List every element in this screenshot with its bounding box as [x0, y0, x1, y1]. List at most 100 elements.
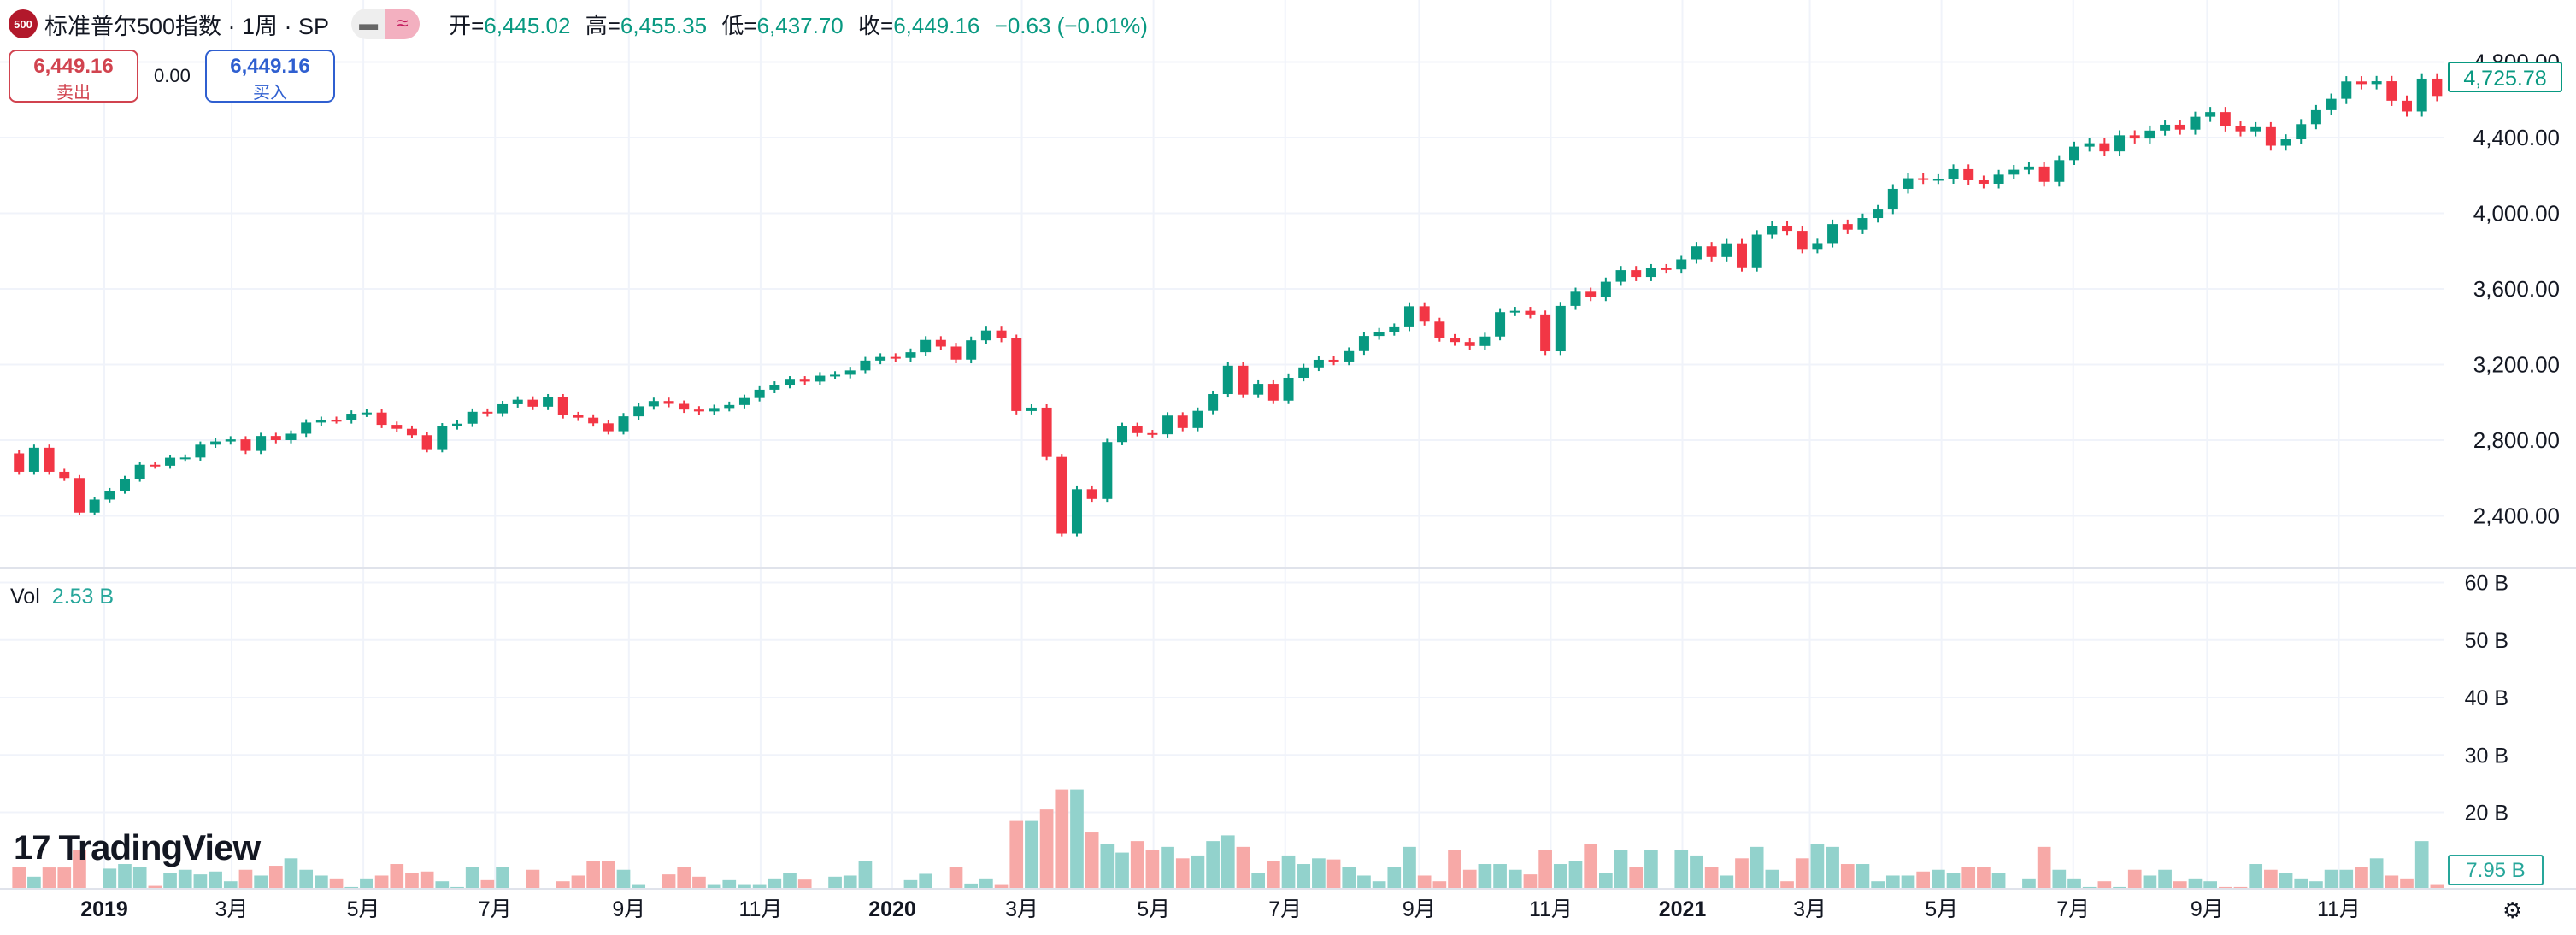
time-tick-label: 11月 [2317, 897, 2361, 921]
ohlc-values: 开=6,445.02 高=6,455.35 低=6,437.70 收=6,449… [449, 9, 1156, 40]
volume-bar [2188, 878, 2203, 889]
candle [1932, 173, 1944, 185]
candle [2023, 162, 2034, 175]
symbol-title[interactable]: 标准普尔500指数 · 1周 · SP [44, 13, 330, 39]
candle-body [2310, 109, 2321, 125]
candle [709, 404, 720, 415]
candle-body [2250, 126, 2261, 132]
candle [1253, 379, 1264, 398]
volume-bar [738, 884, 751, 889]
candle-body [150, 464, 161, 467]
candle-body [966, 340, 977, 360]
tradingview-logo[interactable]: 17 TradingView [14, 827, 261, 868]
sell-button[interactable]: 6,449.16 卖出 [9, 50, 138, 103]
sell-label: 卖出 [56, 84, 91, 103]
candle [270, 432, 281, 444]
candle [2280, 134, 2291, 151]
volume-axis[interactable]: 60 B 50 B 40 B 30 B 20 B [2465, 572, 2508, 826]
volume-bar [1372, 881, 1386, 889]
time-tick-label: 3月 [1005, 897, 1038, 921]
candle-body [1373, 332, 1385, 337]
candle-body [618, 416, 629, 432]
candle [2099, 138, 2110, 156]
time-tick-label: 3月 [1793, 897, 1826, 921]
volume-bar [616, 869, 631, 889]
candle [1056, 454, 1067, 537]
candle-body [1857, 218, 1868, 230]
candle [1177, 412, 1188, 432]
volume-bar [964, 883, 979, 889]
candle [2386, 75, 2397, 106]
candle [2402, 95, 2413, 117]
buy-button[interactable]: 6,449.16 买入 [205, 50, 335, 103]
candle-body [452, 423, 463, 426]
volume-bar [2082, 886, 2097, 889]
candle [950, 343, 962, 364]
sell-price: 6,449.16 [33, 55, 114, 78]
volume-bar [903, 879, 918, 889]
candle-body [648, 401, 659, 407]
time-tick-label: 3月 [215, 897, 249, 921]
candle-body [1963, 168, 1974, 181]
candle-body [2416, 78, 2427, 112]
price-axis[interactable]: 4,800.004,400.004,000.003,600.003,200.00… [2473, 50, 2560, 529]
volume-bar [2279, 873, 2293, 889]
display-toggle[interactable]: ▬ ≈ [351, 9, 421, 39]
candle [1918, 173, 1929, 185]
volume-bar [1644, 850, 1658, 889]
candle-body [1691, 246, 1702, 260]
candle [179, 454, 191, 462]
volume-bar [1493, 864, 1507, 889]
candle [769, 381, 780, 393]
candle [1812, 238, 1823, 254]
candle-body [1208, 394, 1219, 411]
volume-bar [994, 884, 1009, 889]
candle [1041, 403, 1052, 461]
candle-body [890, 356, 901, 359]
candle [2190, 111, 2201, 135]
candle-body [2160, 124, 2171, 131]
candle [1132, 422, 1143, 437]
candle [738, 394, 750, 409]
candle [315, 416, 326, 426]
candle-body [815, 375, 826, 382]
candle [724, 401, 735, 412]
wave-icon[interactable]: ≈ [385, 9, 421, 39]
candle-body [573, 415, 584, 418]
candle [44, 444, 55, 475]
candle-body [1434, 321, 1445, 338]
candle [648, 397, 659, 410]
candle [1147, 430, 1158, 438]
candle [1721, 238, 1732, 262]
candle [2371, 75, 2382, 90]
candle [2310, 104, 2321, 130]
volume-label: Vol [10, 585, 40, 609]
candle [754, 385, 765, 402]
volume-bar [1417, 875, 1432, 889]
candle [346, 410, 357, 424]
candle [935, 336, 946, 350]
candle-body [1192, 410, 1203, 428]
candle-body [2129, 135, 2140, 139]
settings-icon[interactable]: ⚙ [2502, 897, 2523, 923]
price-tick-label: 4,000.00 [2473, 201, 2560, 226]
candle [225, 436, 236, 445]
candle [421, 432, 432, 453]
candle-body [512, 399, 523, 404]
candle-body [950, 346, 962, 360]
bar-icon[interactable]: ▬ [359, 13, 379, 34]
time-axis[interactable]: 2019 3月 5月 7月 9月 11月 2020 3月 5月 7月 9月 11月 2021 3月 5月 7月… [80, 897, 2361, 921]
candle [1751, 230, 1762, 272]
volume-bar [2430, 884, 2444, 889]
candle [1903, 173, 1914, 194]
volume-bar [73, 850, 86, 889]
volume-bar [360, 878, 373, 889]
time-tick-label: 7月 [2056, 897, 2090, 921]
buy-label: 买入 [253, 84, 287, 103]
candle [1283, 373, 1294, 404]
candle-body [1751, 234, 1762, 268]
candle [633, 403, 644, 420]
volume-bar [1795, 858, 1809, 889]
volume-bar [949, 867, 963, 889]
